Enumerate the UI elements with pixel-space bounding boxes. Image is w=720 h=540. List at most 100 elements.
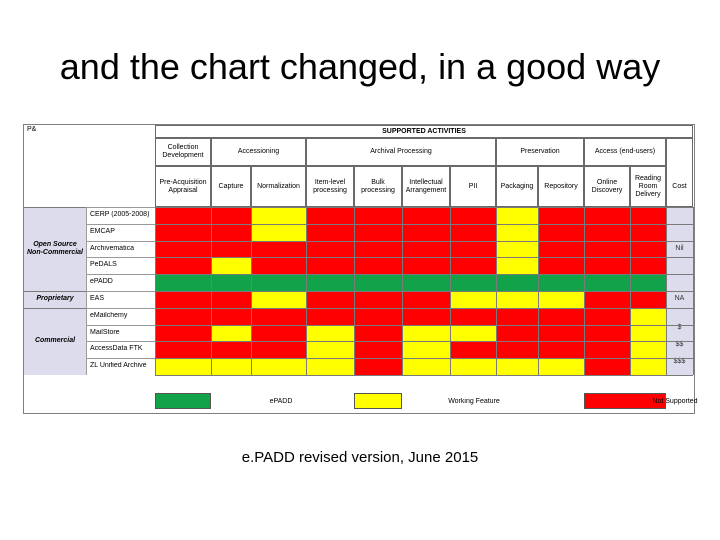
grid-hline xyxy=(155,358,693,360)
group-header-1: Accessioning xyxy=(237,148,280,155)
tool-row-label-bg xyxy=(86,324,155,342)
group-header-cell xyxy=(155,138,211,166)
matrix-cell xyxy=(538,257,584,275)
legend-swatch-0 xyxy=(155,393,211,409)
matrix-cell xyxy=(354,358,402,375)
column-header-4: Bulk processing xyxy=(361,178,395,194)
matrix-cell xyxy=(496,207,538,224)
matrix-cell xyxy=(251,274,306,291)
matrix-cell xyxy=(251,358,306,375)
grid-hline xyxy=(155,324,693,326)
matrix-cell xyxy=(211,240,251,258)
column-header-5: Intellectual Arrangement xyxy=(405,178,447,194)
matrix-cell xyxy=(306,291,354,308)
cost-proprietary: NA xyxy=(674,295,685,303)
matrix-cell xyxy=(306,358,354,375)
group-header-cell xyxy=(306,138,496,166)
matrix-cell xyxy=(630,341,666,359)
matrix-cell xyxy=(155,240,211,258)
matrix-cell xyxy=(630,307,666,325)
grid-hline xyxy=(155,375,693,376)
column-header-3: Item-level processing xyxy=(313,178,347,194)
matrix-cell xyxy=(538,341,584,359)
matrix-cell xyxy=(538,358,584,375)
matrix-cell xyxy=(630,207,666,224)
matrix-cell xyxy=(306,223,354,241)
tool-name-8: AccessData FTK xyxy=(90,345,143,353)
tool-name-7: MailStore xyxy=(90,328,120,336)
matrix-cell xyxy=(155,274,211,291)
matrix-cell xyxy=(496,257,538,275)
matrix-cell xyxy=(584,274,630,291)
matrix-cell xyxy=(630,240,666,258)
legend-label-0: ePADD xyxy=(269,398,293,405)
matrix-cell xyxy=(630,358,666,375)
grid-hline xyxy=(155,291,693,292)
matrix-cell xyxy=(630,257,666,275)
matrix-cell xyxy=(538,324,584,342)
matrix-cell xyxy=(211,358,251,375)
group-header-cell xyxy=(584,138,666,166)
matrix-cell xyxy=(155,207,211,224)
tool-row-label-bg xyxy=(86,358,155,375)
matrix-cell xyxy=(450,274,496,291)
matrix-cell xyxy=(354,223,402,241)
matrix-cell xyxy=(354,307,402,325)
legend-label-1: Working Feature xyxy=(448,398,500,405)
group-header-0: Collection Development xyxy=(162,144,204,159)
matrix-cell xyxy=(450,358,496,375)
matrix-cell xyxy=(354,240,402,258)
column-header-1: Capture xyxy=(218,182,244,190)
legend-label-2: Not Supported xyxy=(652,398,698,405)
matrix-cell xyxy=(251,307,306,325)
group-header-cell xyxy=(496,138,584,166)
tool-comparison-matrix: SUPPORTED ACTIVITIES P& Collection Develop… xyxy=(23,124,698,414)
column-header-cell xyxy=(402,166,450,207)
header-top-bar xyxy=(155,125,693,138)
matrix-cell xyxy=(402,257,450,275)
grid-vline xyxy=(693,207,694,375)
matrix-cell xyxy=(450,240,496,258)
matrix-cell xyxy=(538,240,584,258)
group-header-cost-blank xyxy=(666,138,693,207)
matrix-cell xyxy=(496,291,538,308)
matrix-cell xyxy=(211,257,251,275)
matrix-cell xyxy=(630,324,666,342)
cost-commercial-1: $$ xyxy=(675,340,684,348)
matrix-cell xyxy=(251,324,306,342)
cost-open-source: Nil xyxy=(675,244,684,252)
category-block xyxy=(24,207,86,291)
matrix-cell xyxy=(450,307,496,325)
grid-hline xyxy=(155,274,693,276)
grid-hline xyxy=(155,341,693,343)
group-header-cell xyxy=(211,138,306,166)
matrix-cell xyxy=(584,207,630,224)
matrix-cell xyxy=(251,240,306,258)
matrix-cell xyxy=(155,223,211,241)
column-header-cell xyxy=(496,166,538,207)
matrix-cell xyxy=(630,291,666,308)
matrix-cell xyxy=(211,324,251,342)
column-header-7: Packaging xyxy=(500,182,534,190)
tool-name-1: EMCAP xyxy=(90,227,115,235)
matrix-cell xyxy=(211,307,251,325)
column-header-cell xyxy=(630,166,666,207)
matrix-cell xyxy=(402,291,450,308)
matrix-cell xyxy=(538,307,584,325)
matrix-cell xyxy=(496,240,538,258)
matrix-cell xyxy=(584,307,630,325)
grid-hline xyxy=(155,307,693,309)
column-header-cell xyxy=(584,166,630,207)
category-label-0: Open Source Non-Commercial xyxy=(26,241,83,256)
matrix-cell xyxy=(402,307,450,325)
matrix-cell xyxy=(402,274,450,291)
matrix-cell xyxy=(584,257,630,275)
matrix-cell xyxy=(306,257,354,275)
category-label-2: Commercial xyxy=(34,337,76,345)
matrix-cell xyxy=(402,324,450,342)
grid-hline xyxy=(155,207,693,208)
matrix-cell xyxy=(496,307,538,325)
column-header-cell xyxy=(306,166,354,207)
matrix-cell xyxy=(402,207,450,224)
column-header-cell xyxy=(251,166,306,207)
